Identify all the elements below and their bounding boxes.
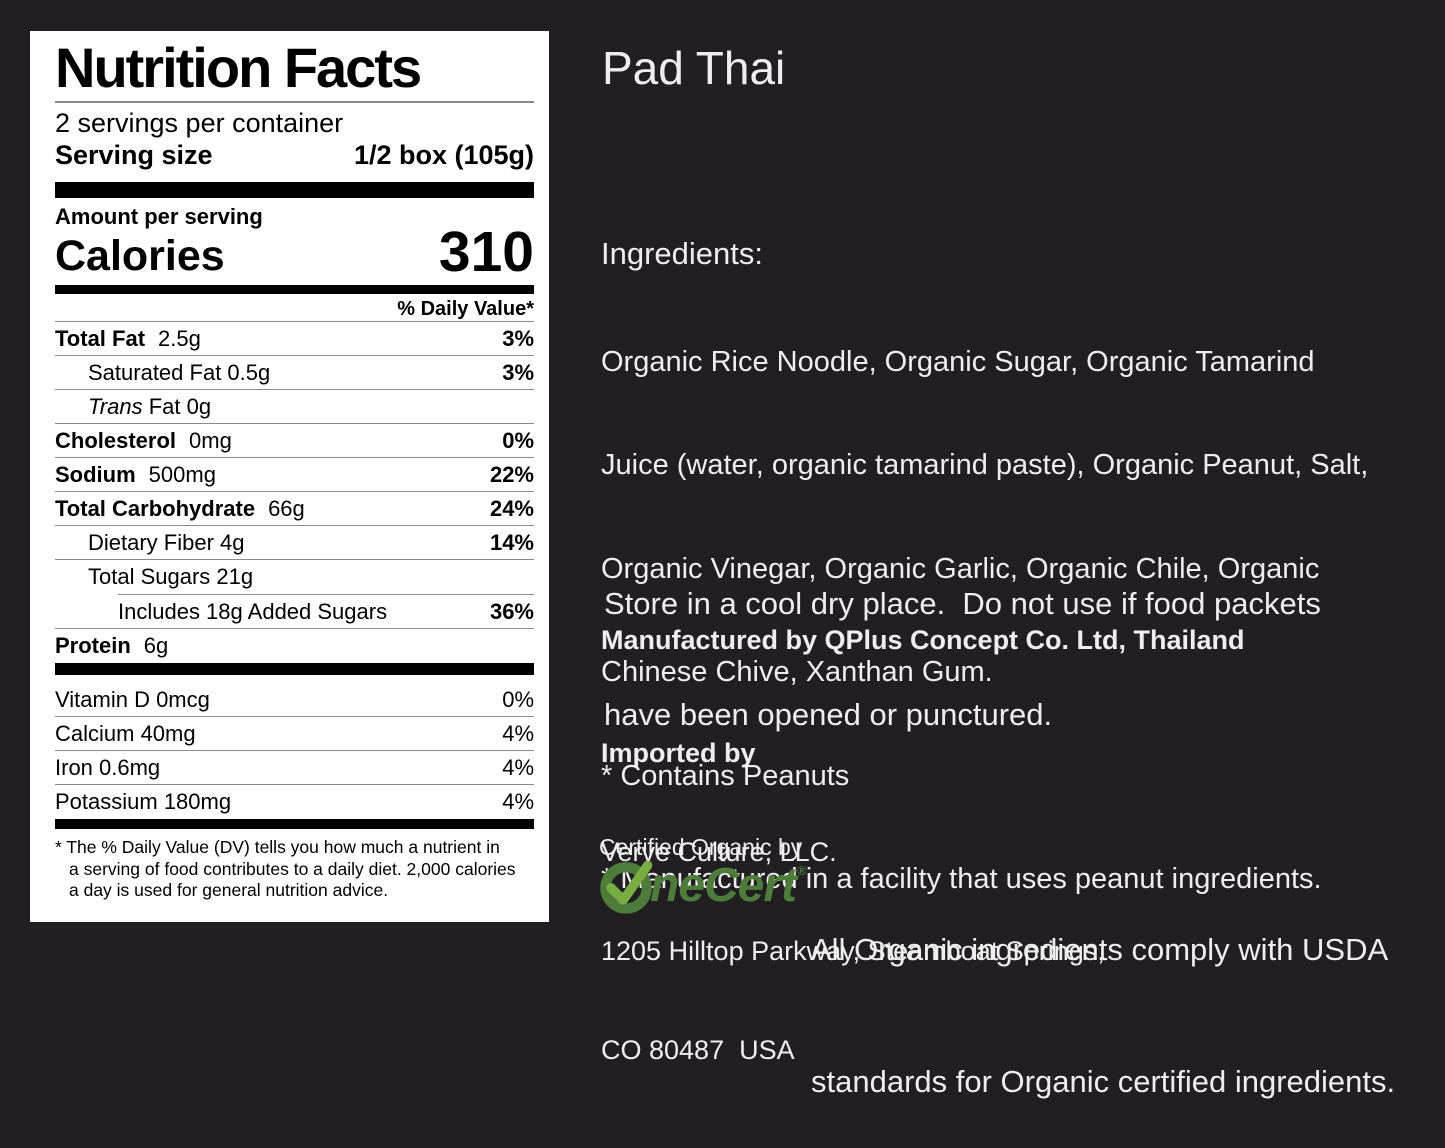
- registered-trademark-icon: ®: [797, 862, 807, 878]
- calories-value: 310: [438, 220, 534, 284]
- nutrient-dv: 4%: [502, 720, 534, 746]
- nutrient-name: Total Sugars 21g: [88, 564, 254, 589]
- calories-label: Calories: [55, 232, 225, 280]
- nutrient-dv: 22%: [489, 461, 534, 487]
- nutrient-name: Calcium 40mg: [55, 720, 196, 746]
- manufactured-by: Manufactured by QPlus Concept Co. Ltd, T…: [601, 625, 1245, 655]
- thick-divider: [55, 285, 534, 294]
- nutrient-row-trans-fat: Trans Fat 0g: [55, 390, 534, 424]
- divider: [55, 101, 534, 103]
- thick-divider: [55, 182, 534, 198]
- micronutrients-section: Vitamin D 0mcg 0% Calcium 40mg 4% Iron 0…: [55, 683, 534, 819]
- nutrient-dv: 4%: [502, 754, 534, 780]
- product-title: Pad Thai: [602, 42, 786, 94]
- nutrient-name: Saturated Fat 0.5g: [88, 359, 271, 385]
- storage-instructions: Store in a cool dry place. Do not use if…: [604, 511, 1321, 770]
- footnote-line: a serving of food contributes to a daily…: [69, 858, 516, 879]
- nutrient-row-saturated-fat: Saturated Fat 0.5g 3%: [55, 356, 534, 390]
- allergen-note: * Contains Peanuts: [601, 759, 850, 792]
- ingredients-line: Organic Vinegar, Organic Garlic, Organic…: [601, 552, 1320, 585]
- importer-name: Verve Culture, LLC.: [601, 837, 837, 867]
- nutrient-name: Cholesterol: [55, 427, 177, 453]
- nutrient-row-protein: Protein 6g: [55, 629, 534, 663]
- ingredients-line: Organic Rice Noodle, Organic Sugar, Orga…: [601, 345, 1315, 378]
- nutrient-dv: 24%: [489, 495, 534, 521]
- nutrient-row-dietary-fiber: Dietary Fiber 4g 14%: [55, 526, 534, 560]
- footnote-line: a day is used for general nutrition advi…: [69, 880, 389, 900]
- ingredients-line: Chinese Chive, Xanthan Gum.: [601, 656, 993, 688]
- nutrient-row-total-carbohydrate: Total Carbohydrate 66g 24%: [55, 492, 534, 526]
- statement-line: standards for Organic certified ingredie…: [811, 1064, 1396, 1099]
- nutrition-facts-panel: Nutrition Facts 2 servings per container…: [30, 31, 549, 922]
- nutrient-name: Total Carbohydrate: [55, 495, 256, 521]
- certified-organic-by-label: Certified Organic by: [599, 834, 803, 860]
- nutrient-row-total-sugars: Total Sugars 21g: [55, 560, 534, 594]
- serving-size-row: Serving size 1/2 box (105g): [55, 139, 534, 172]
- nutrient-dv: 0%: [502, 686, 534, 712]
- nutrient-name: Sodium: [55, 461, 136, 487]
- nutrient-name-italic: Trans: [88, 393, 143, 419]
- micronutrient-row-calcium: Calcium 40mg 4%: [55, 717, 534, 751]
- nutrient-amount: 2.5g: [158, 325, 201, 351]
- nutrient-name: Potassium 180mg: [55, 789, 232, 814]
- nutrient-name: Includes 18g Added Sugars: [118, 598, 388, 624]
- daily-value-footnote: * The % Daily Value (DV) tells you how m…: [55, 837, 534, 902]
- nutrient-amount: 500mg: [148, 461, 216, 487]
- divider: [55, 321, 534, 322]
- storage-line: Store in a cool dry place. Do not use if…: [604, 586, 1321, 621]
- nutrition-facts-title: Nutrition Facts: [55, 36, 422, 99]
- nutrient-row-sodium: Sodium 500mg 22%: [55, 458, 534, 492]
- thick-divider: [55, 819, 534, 829]
- nutrient-dv: 0%: [502, 427, 534, 453]
- thick-divider: [55, 663, 534, 675]
- onecert-wordmark: neCert: [650, 859, 797, 912]
- daily-value-header: % Daily Value*: [397, 298, 534, 320]
- ingredients-section: Ingredients: Organic Rice Noodle, Organi…: [601, 168, 1368, 931]
- nutrient-name: Fat 0g: [142, 393, 212, 419]
- nutrient-amount: 6g: [143, 633, 169, 658]
- nutrient-row-added-sugars: Includes 18g Added Sugars 36%: [55, 595, 534, 629]
- nutrient-amount: 66g: [268, 495, 305, 521]
- micronutrient-row-potassium: Potassium 180mg 4%: [55, 785, 534, 819]
- ingredients-line: Juice (water, organic tamarind paste), O…: [601, 449, 1369, 481]
- serving-size-label: Serving size: [55, 140, 213, 170]
- statement-line: All Organic ingredients comply with USDA: [811, 932, 1389, 967]
- importer-address: 1205 Hilltop Parkway, Steamboat Springs,: [601, 936, 1105, 966]
- nutrient-dv: 36%: [489, 598, 534, 624]
- nutrient-dv: 14%: [489, 529, 534, 555]
- nutrient-name: Total Fat: [55, 325, 146, 351]
- indented-divider: [118, 594, 534, 595]
- imported-by-label: Imported by: [601, 738, 756, 768]
- nutrient-name: Vitamin D 0mcg: [55, 686, 210, 712]
- serving-size-value: 1/2 box (105g): [353, 140, 534, 170]
- nutrient-dv: 3%: [502, 359, 534, 385]
- nutrient-name: Dietary Fiber 4g: [88, 529, 245, 555]
- micronutrient-row-iron: Iron 0.6mg 4%: [55, 751, 534, 785]
- servings-per-container: 2 servings per container: [55, 108, 344, 138]
- amount-per-serving-label: Amount per serving: [55, 204, 263, 229]
- nutrient-amount: 0mg: [189, 427, 232, 453]
- nutrient-name: Iron 0.6mg: [55, 754, 161, 780]
- onecert-check-circle-icon: [600, 860, 653, 914]
- micronutrient-row-vitamin-d: Vitamin D 0mcg 0%: [55, 683, 534, 717]
- onecert-logo: neCert ®: [597, 855, 807, 917]
- calories-row: Calories 310: [55, 220, 534, 284]
- organic-compliance-statement: All Organic ingredients comply with USDA…: [811, 840, 1395, 1148]
- nutrient-row-cholesterol: Cholesterol 0mg 0%: [55, 424, 534, 458]
- nutrient-name: Protein: [55, 633, 131, 658]
- ingredients-heading: Ingredients:: [601, 236, 763, 271]
- nutrient-dv: 4%: [502, 789, 534, 814]
- footnote-line: * The % Daily Value (DV) tells you how m…: [55, 837, 500, 857]
- storage-line: have been opened or punctured.: [604, 697, 1053, 732]
- nutrient-row-total-fat: Total Fat 2.5g 3%: [55, 322, 534, 356]
- nutrient-dv: 3%: [502, 325, 534, 351]
